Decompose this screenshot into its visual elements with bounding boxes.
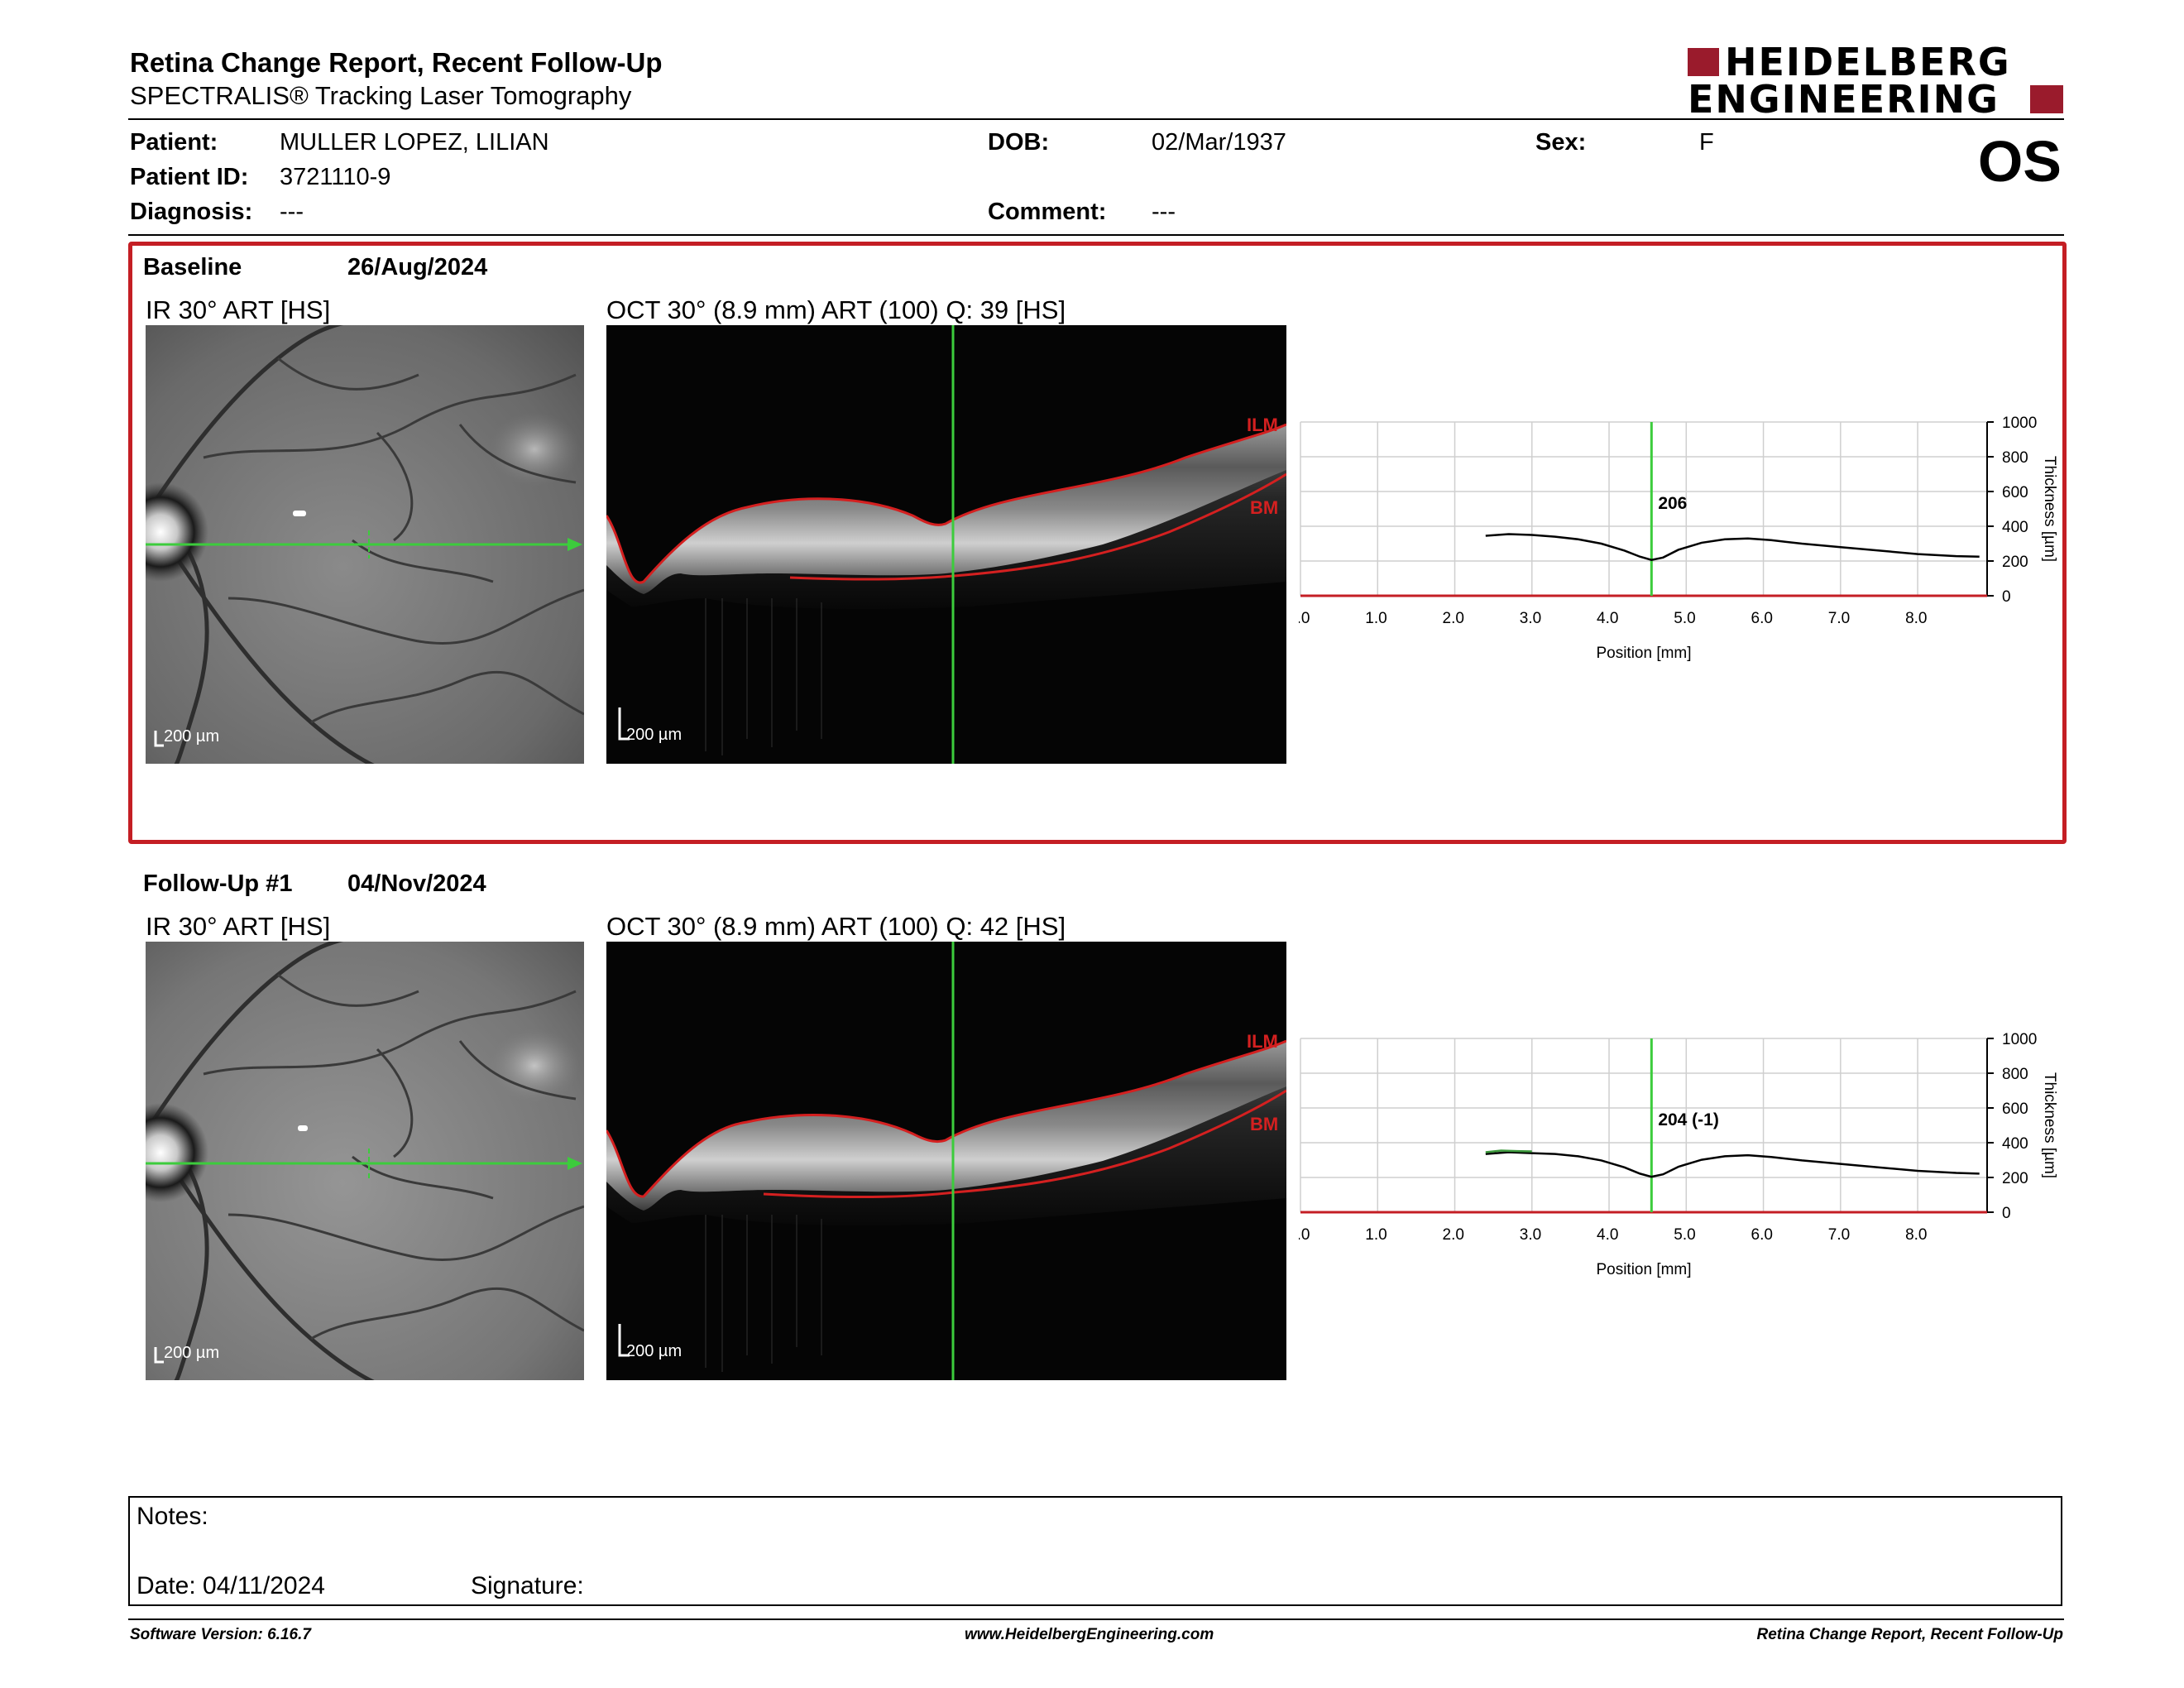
x-tick-label: 5.0 bbox=[1674, 1226, 1695, 1244]
logo-line2: ENGINEERING bbox=[1688, 77, 2000, 122]
y-axis-label: Thickness [µm] bbox=[2041, 1072, 2058, 1178]
patient-label: Patient: bbox=[130, 129, 218, 156]
y-tick-label: 800 bbox=[2002, 1066, 2028, 1083]
followup-label: Follow-Up #1 bbox=[143, 870, 293, 897]
baseline-oct-image[interactable]: ILM BM 200 µm bbox=[606, 325, 1286, 764]
x-tick-label: 1.0 bbox=[1365, 610, 1387, 627]
footer-report-name: Retina Change Report, Recent Follow-Up bbox=[1756, 1626, 2063, 1643]
baseline-bm-label: BM bbox=[1250, 497, 1279, 518]
followup-oct-title: OCT 30° (8.9 mm) ART (100) Q: 42 [HS] bbox=[606, 912, 1066, 941]
dob-label: DOB: bbox=[988, 129, 1050, 156]
x-tick-label: 0.0 bbox=[1299, 1226, 1310, 1244]
header-divider bbox=[128, 118, 2064, 120]
footer-version: Software Version: 6.16.7 bbox=[130, 1626, 311, 1643]
report-title: Retina Change Report, Recent Follow-Up bbox=[130, 47, 663, 78]
x-tick-label: 4.0 bbox=[1597, 610, 1618, 627]
baseline-oct-title: OCT 30° (8.9 mm) ART (100) Q: 39 [HS] bbox=[606, 295, 1066, 324]
baseline-frame bbox=[128, 242, 2067, 844]
x-axis-label: Position [mm] bbox=[1596, 1261, 1691, 1278]
baseline-oct-scale: 200 µm bbox=[626, 726, 682, 744]
patient-id-label: Patient ID: bbox=[130, 164, 249, 190]
x-tick-label: 2.0 bbox=[1443, 610, 1464, 627]
followup-oct-scale: 200 µm bbox=[626, 1342, 682, 1360]
logo-line1: HEIDELBERG bbox=[1725, 40, 2011, 84]
notes-date: Date: 04/11/2024 bbox=[136, 1572, 325, 1599]
y-tick-label: 200 bbox=[2002, 554, 2028, 571]
baseline-label: Baseline bbox=[143, 254, 242, 281]
x-axis-label: Position [mm] bbox=[1596, 645, 1691, 662]
followup-ilm-label: ILM bbox=[1247, 1031, 1278, 1052]
thickness-line bbox=[1485, 1149, 1532, 1153]
footer-website[interactable]: www.HeidelbergEngineering.com bbox=[965, 1626, 1214, 1643]
followup-ir-title: IR 30° ART [HS] bbox=[146, 912, 331, 941]
x-tick-label: 7.0 bbox=[1828, 1226, 1850, 1244]
report-subtitle: SPECTRALIS® Tracking Laser Tomography bbox=[130, 81, 632, 110]
y-tick-label: 800 bbox=[2002, 449, 2028, 467]
followup-bm-label: BM bbox=[1250, 1114, 1279, 1134]
baseline-thickness-chart: 0 200 400 600 800 1000 0.0 1.0 2.0 3.0 4.0 5.0 6.0 7.… bbox=[1288, 414, 2126, 687]
x-tick-label: 2.0 bbox=[1443, 1226, 1464, 1244]
eye-indicator: OS bbox=[1977, 129, 2062, 194]
x-tick-label: 8.0 bbox=[1905, 1226, 1927, 1244]
y-tick-label: 0 bbox=[2002, 588, 2011, 606]
y-tick-label: 1000 bbox=[2002, 1031, 2037, 1048]
y-tick-label: 400 bbox=[2002, 519, 2028, 536]
y-tick-label: 0 bbox=[2002, 1205, 2011, 1222]
diagnosis-value: --- bbox=[280, 199, 304, 225]
notes-label: Notes: bbox=[136, 1503, 208, 1530]
y-tick-label: 200 bbox=[2002, 1170, 2028, 1187]
baseline-ilm-label: ILM bbox=[1247, 415, 1278, 435]
baseline-ir-scale: 200 µm bbox=[164, 727, 220, 746]
y-tick-label: 400 bbox=[2002, 1135, 2028, 1153]
x-tick-label: 6.0 bbox=[1751, 610, 1773, 627]
signature-label: Signature: bbox=[471, 1572, 584, 1599]
dob-value: 02/Mar/1937 bbox=[1152, 129, 1286, 156]
y-tick-label: 1000 bbox=[2002, 415, 2037, 432]
x-tick-label: 8.0 bbox=[1905, 610, 1927, 627]
thickness-line bbox=[1485, 533, 1980, 562]
baseline-date: 26/Aug/2024 bbox=[347, 254, 488, 281]
logo-square-icon bbox=[2030, 85, 2063, 113]
logo-square-icon bbox=[1688, 48, 1719, 76]
x-tick-label: 1.0 bbox=[1365, 1226, 1387, 1244]
followup-oct-image[interactable]: ILM BM 200 µm bbox=[606, 942, 1286, 1380]
sex-value: F bbox=[1699, 129, 1714, 156]
baseline-ir-title: IR 30° ART [HS] bbox=[146, 295, 331, 324]
followup-date: 04/Nov/2024 bbox=[347, 870, 486, 897]
followup-ir-image[interactable]: 200 µm bbox=[146, 942, 584, 1380]
baseline-ir-image[interactable]: 200 µm bbox=[146, 325, 584, 764]
x-tick-label: 3.0 bbox=[1520, 610, 1541, 627]
diagnosis-label: Diagnosis: bbox=[130, 199, 253, 225]
patient-id-value: 3721110-9 bbox=[280, 164, 391, 190]
y-tick-label: 600 bbox=[2002, 484, 2028, 501]
followup-thickness-chart: 0 200 400 600 800 1000 0.0 1.0 2.0 3.0 4.0 5.0 6.0 7.… bbox=[1288, 1030, 2126, 1303]
x-tick-label: 4.0 bbox=[1597, 1226, 1618, 1244]
followup-thickness-svg: 0 200 400 600 800 1000 0.0 1.0 2.0 3.0 4.0 5.0 6.0 7.… bbox=[1288, 1031, 2058, 1278]
cursor-value-label: 206 bbox=[1658, 494, 1687, 513]
patient-divider bbox=[128, 234, 2064, 236]
comment-label: Comment: bbox=[988, 199, 1107, 225]
cursor-value-label: 204 (-1) bbox=[1658, 1110, 1719, 1129]
notes-box[interactable]: Notes: Date: 04/11/2024 Signature: bbox=[128, 1496, 2062, 1606]
x-tick-label: 0.0 bbox=[1299, 610, 1310, 627]
thickness-line bbox=[1485, 1151, 1980, 1178]
baseline-thickness-svg: 0 200 400 600 800 1000 0.0 1.0 2.0 3.0 4.0 5.0 6.0 7.… bbox=[1288, 415, 2058, 662]
x-tick-label: 3.0 bbox=[1520, 1226, 1541, 1244]
x-tick-label: 5.0 bbox=[1674, 610, 1695, 627]
y-tick-label: 600 bbox=[2002, 1101, 2028, 1118]
x-tick-label: 6.0 bbox=[1751, 1226, 1773, 1244]
patient-name: MULLER LOPEZ, LILIAN bbox=[280, 129, 549, 156]
sex-label: Sex: bbox=[1535, 129, 1587, 156]
y-axis-label: Thickness [µm] bbox=[2041, 456, 2058, 562]
comment-value: --- bbox=[1152, 199, 1176, 225]
followup-ir-scale: 200 µm bbox=[164, 1344, 220, 1362]
footer-divider bbox=[128, 1618, 2064, 1620]
x-tick-label: 7.0 bbox=[1828, 610, 1850, 627]
